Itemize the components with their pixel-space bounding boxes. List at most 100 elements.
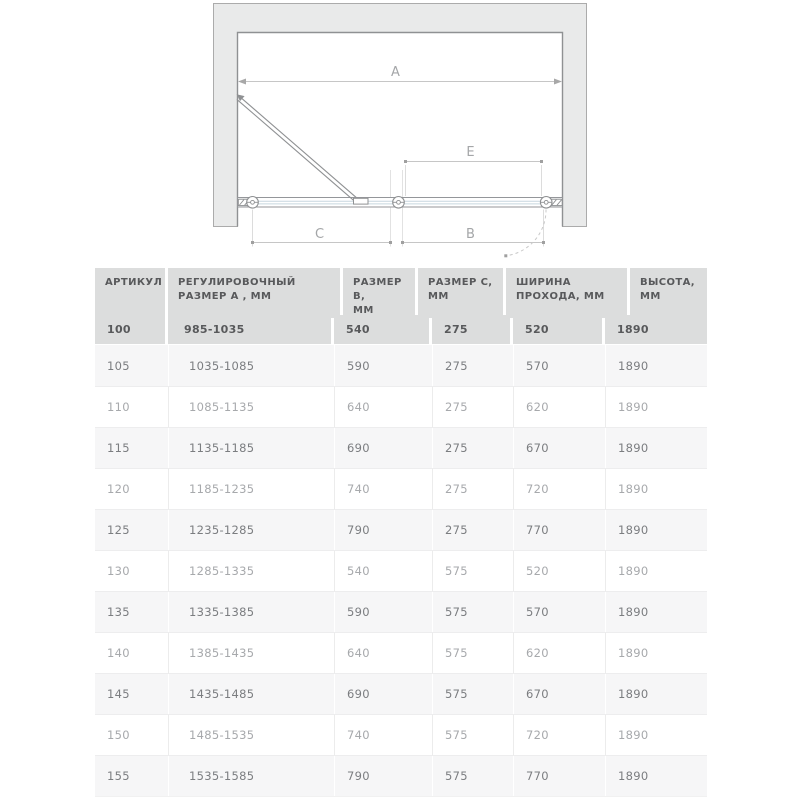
table-cell: 120 bbox=[107, 482, 130, 496]
table-cell: 575 bbox=[432, 633, 513, 673]
table-cell: 1435-1485 bbox=[168, 674, 334, 714]
table-cell: 575 bbox=[432, 551, 513, 591]
table-cell: 275 bbox=[432, 345, 513, 386]
table-cell: 100 bbox=[95, 315, 165, 344]
table-cell: 575 bbox=[432, 592, 513, 632]
table-cell: 690 bbox=[334, 428, 432, 468]
dimension-a: A bbox=[238, 65, 562, 85]
dimension-c-label: C bbox=[315, 227, 325, 242]
table-cell: 1185-1235 bbox=[168, 469, 334, 509]
table-row: 115 1135-1185 690 275 670 1890 bbox=[95, 427, 707, 468]
niche-inner-edge bbox=[236, 31, 564, 227]
table-cell: 790 bbox=[334, 510, 432, 550]
table-cell: 1890 bbox=[605, 469, 707, 509]
dimension-c: C bbox=[251, 227, 392, 244]
table-cell: 575 bbox=[432, 715, 513, 755]
table-cell: 740 bbox=[334, 469, 432, 509]
table-cell: 590 bbox=[334, 592, 432, 632]
table-cell: 105 bbox=[107, 358, 130, 373]
col-header-article: АРТИКУЛ bbox=[95, 268, 165, 318]
table-cell: 520 bbox=[513, 315, 602, 344]
table-cell: 115 bbox=[107, 441, 130, 455]
table-cell: 275 bbox=[432, 510, 513, 550]
table-cell: 275 bbox=[432, 469, 513, 509]
table-cell: 145 bbox=[107, 687, 130, 701]
table-cell: 1485-1535 bbox=[168, 715, 334, 755]
technical-drawing: A E C B bbox=[213, 3, 587, 258]
table-cell: 670 bbox=[513, 674, 605, 714]
col-header-height: ВЫСОТА, ММ bbox=[630, 268, 707, 318]
table-cell: 1890 bbox=[605, 715, 707, 755]
table-row: 155 1535-1585 790 575 770 1890 bbox=[95, 755, 707, 796]
table-cell: 140 bbox=[107, 646, 130, 660]
table-cell: 720 bbox=[513, 469, 605, 509]
table-cell: 640 bbox=[334, 387, 432, 427]
door-swing-arc bbox=[504, 209, 547, 258]
left-roller bbox=[246, 195, 259, 209]
table-cell: 1135-1185 bbox=[168, 428, 334, 468]
dimension-b-label: B bbox=[466, 227, 476, 242]
right-roller bbox=[539, 195, 553, 209]
wall-shape bbox=[213, 3, 587, 227]
table-cell: 520 bbox=[513, 551, 605, 591]
dimension-a-label: A bbox=[391, 65, 401, 80]
open-door-panel bbox=[236, 94, 369, 205]
table-cell: 135 bbox=[107, 605, 130, 619]
table-cell: 540 bbox=[334, 551, 432, 591]
table-row: 120 1185-1235 740 275 720 1890 bbox=[95, 468, 707, 509]
table-cell: 670 bbox=[513, 428, 605, 468]
table-cell: 570 bbox=[513, 345, 605, 386]
col-header-adjust-size-a: РЕГУЛИРОВОЧНЫЙ РАЗМЕР А , ММ bbox=[168, 268, 340, 318]
dimension-b: B bbox=[401, 227, 545, 244]
table-cell: 540 bbox=[334, 315, 429, 344]
table-cell: 1890 bbox=[605, 345, 707, 386]
middle-roller bbox=[392, 195, 405, 209]
table-cell: 575 bbox=[432, 674, 513, 714]
table-cell: 1285-1335 bbox=[168, 551, 334, 591]
table-cell: 640 bbox=[334, 633, 432, 673]
table-cell: 1890 bbox=[605, 592, 707, 632]
door-hinge-arrow bbox=[236, 94, 245, 102]
table-cell: 1035-1085 bbox=[168, 345, 334, 386]
table-cell: 110 bbox=[107, 400, 130, 414]
table-cell: 1085-1135 bbox=[168, 387, 334, 427]
table-cell: 275 bbox=[432, 387, 513, 427]
table-cell: 570 bbox=[513, 592, 605, 632]
table-cell: 985-1035 bbox=[168, 315, 331, 344]
dimension-e: E bbox=[404, 145, 543, 196]
col-header-size-c: РАЗМЕР C, ММ bbox=[418, 268, 503, 318]
table-cell: 620 bbox=[513, 633, 605, 673]
table-cell: 790 bbox=[334, 756, 432, 796]
table-header-row: АРТИКУЛ РЕГУЛИРОВОЧНЫЙ РАЗМЕР А , ММ РАЗ… bbox=[95, 268, 707, 318]
table-cell: 150 bbox=[107, 728, 130, 742]
table-highlight-row: 100 985-1035 540 275 520 1890 bbox=[95, 315, 707, 344]
table-cell: 1890 bbox=[605, 510, 707, 550]
table-row: 135 1335-1385 590 575 570 1890 bbox=[95, 591, 707, 632]
table-cell: 770 bbox=[513, 510, 605, 550]
table-cell: 125 bbox=[107, 523, 130, 537]
table-cell: 1890 bbox=[605, 387, 707, 427]
table-row: 105 1035-1085 590 275 570 1890 bbox=[95, 345, 707, 386]
table-cell: 1890 bbox=[605, 551, 707, 591]
table-cell: 155 bbox=[107, 769, 130, 783]
table-row: 145 1435-1485 690 575 670 1890 bbox=[95, 673, 707, 714]
table-cell: 690 bbox=[334, 674, 432, 714]
table-cell: 1535-1585 bbox=[168, 756, 334, 796]
table-cell: 590 bbox=[334, 345, 432, 386]
table-cell: 275 bbox=[432, 428, 513, 468]
table-cell: 1890 bbox=[605, 633, 707, 673]
table-cell: 770 bbox=[513, 756, 605, 796]
table-cell: 1890 bbox=[605, 428, 707, 468]
table-cell: 1890 bbox=[605, 756, 707, 796]
table-cell: 740 bbox=[334, 715, 432, 755]
table-cell: 1890 bbox=[605, 674, 707, 714]
table-cell: 1890 bbox=[605, 315, 707, 344]
table-cell: 130 bbox=[107, 564, 130, 578]
table-row: 110 1085-1135 640 275 620 1890 bbox=[95, 386, 707, 427]
table-row: 140 1385-1435 640 575 620 1890 bbox=[95, 632, 707, 673]
table-cell: 620 bbox=[513, 387, 605, 427]
dimension-e-label: E bbox=[466, 145, 475, 160]
table-cell: 1235-1285 bbox=[168, 510, 334, 550]
dimensions-table: АРТИКУЛ РЕГУЛИРОВОЧНЫЙ РАЗМЕР А , ММ РАЗ… bbox=[95, 268, 707, 797]
